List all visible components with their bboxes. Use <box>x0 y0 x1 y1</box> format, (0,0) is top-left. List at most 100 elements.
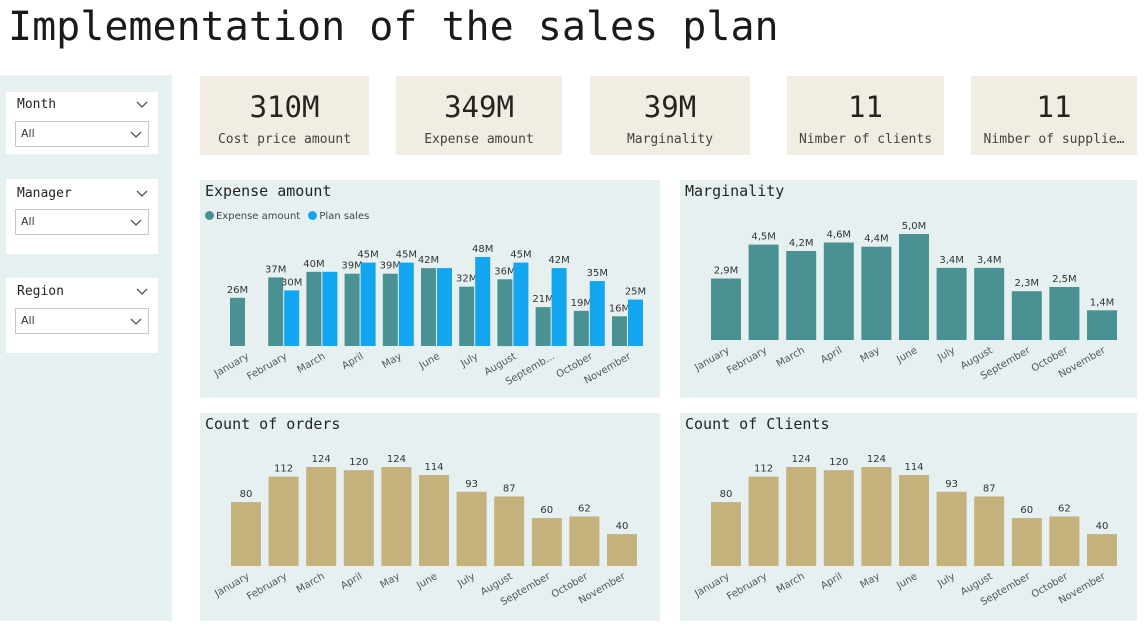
x-tick-label: February <box>245 571 289 603</box>
bar-clients-0[interactable] <box>711 502 741 566</box>
data-label: 112 <box>274 464 293 475</box>
bar-orders-9[interactable] <box>569 516 600 567</box>
bar-expense-8-s0[interactable] <box>535 307 551 346</box>
kpi-value: 11 <box>1036 90 1072 124</box>
data-label: 3,4M <box>939 255 964 266</box>
kpi-value: 39M <box>643 90 697 124</box>
bar-expense-4-s1[interactable] <box>398 262 414 346</box>
x-tick-label: July <box>458 351 480 370</box>
bar-expense-3-s0[interactable] <box>344 273 360 346</box>
bar-expense-2-s1[interactable] <box>322 271 338 346</box>
bar-expense-7-s1[interactable] <box>513 262 529 346</box>
data-label: 39M <box>380 261 401 272</box>
data-label: 120 <box>829 457 848 468</box>
bar-expense-1-s1[interactable] <box>284 290 300 346</box>
x-tick-label: February <box>245 351 289 383</box>
bar-expense-4-s0[interactable] <box>382 273 398 346</box>
bar-marginality-2[interactable] <box>786 251 817 340</box>
bar-clients-6[interactable] <box>936 491 967 567</box>
bar-orders-5[interactable] <box>419 475 449 566</box>
bar-orders-1[interactable] <box>268 476 299 566</box>
bar-marginality-1[interactable] <box>748 244 779 340</box>
bar-expense-2-s0[interactable] <box>306 271 322 346</box>
data-label: 16M <box>609 303 630 314</box>
bar-expense-5-s0[interactable] <box>421 268 436 346</box>
data-label: 5,0M <box>902 221 927 232</box>
bar-marginality-6[interactable] <box>936 267 967 340</box>
data-label: 80 <box>720 489 733 500</box>
bar-marginality-4[interactable] <box>861 246 892 340</box>
bar-marginality-9[interactable] <box>1049 287 1080 340</box>
bar-clients-2[interactable] <box>786 467 817 566</box>
x-tick-label: June <box>894 571 919 592</box>
chart-title: Marginality <box>685 182 785 200</box>
kpi-label: Cost price amount <box>217 132 352 147</box>
manager-dropdown[interactable]: All <box>15 209 149 235</box>
region-dropdown[interactable]: All <box>15 308 149 334</box>
data-label: 39M <box>341 261 362 272</box>
bar-expense-7-s0[interactable] <box>497 279 513 347</box>
chevron-down-icon[interactable] <box>136 98 148 110</box>
bar-expense-10-s1[interactable] <box>628 299 643 346</box>
bar-expense-9-s0[interactable] <box>573 310 589 346</box>
bar-expense-9-s1[interactable] <box>589 281 605 346</box>
bar-clients-9[interactable] <box>1049 516 1080 567</box>
bar-expense-1-s0[interactable] <box>268 277 284 346</box>
x-tick-label: June <box>414 571 439 592</box>
expense-chart-panel: Expense amount Expense amount Plan sales… <box>200 180 660 398</box>
bar-orders-3[interactable] <box>343 470 374 566</box>
bar-marginality-0[interactable] <box>711 278 741 341</box>
bar-clients-1[interactable] <box>748 476 779 566</box>
bar-expense-6-s1[interactable] <box>475 257 491 346</box>
chevron-down-icon[interactable] <box>136 285 148 297</box>
bar-expense-3-s1[interactable] <box>360 262 376 346</box>
bar-clients-3[interactable] <box>823 470 854 566</box>
x-tick-label: April <box>819 571 844 592</box>
data-label: 45M <box>510 250 531 261</box>
bar-orders-4[interactable] <box>381 467 412 566</box>
bar-marginality-7[interactable] <box>974 267 1005 340</box>
data-label: 4,6M <box>827 230 852 241</box>
data-label: 124 <box>387 454 406 465</box>
bar-clients-4[interactable] <box>861 467 892 566</box>
x-tick-label: March <box>295 351 327 376</box>
bar-orders-0[interactable] <box>231 502 261 566</box>
bar-orders-8[interactable] <box>531 518 562 566</box>
month-dropdown[interactable]: All <box>15 121 149 147</box>
bar-orders-7[interactable] <box>494 496 525 567</box>
data-label: 36M <box>494 266 515 277</box>
bar-orders-6[interactable] <box>456 491 487 567</box>
bar-marginality-8[interactable] <box>1011 291 1042 340</box>
bar-clients-5[interactable] <box>899 475 929 566</box>
month-slicer: Month All <box>6 92 158 154</box>
kpi-card-clients: 11 Nimber of clients <box>787 76 944 155</box>
marginality-chart-panel: Marginality 2,9M 4,5M 4,2M 4,6M 4,4M 5,0M 3,4M… <box>680 180 1137 398</box>
bar-expense-5-s1[interactable] <box>437 268 452 346</box>
bar-marginality-3[interactable] <box>823 242 854 341</box>
data-label: 32M <box>456 274 477 285</box>
data-label: 87 <box>983 484 996 495</box>
bar-clients-8[interactable] <box>1011 518 1042 566</box>
data-label: 2,3M <box>1015 278 1040 289</box>
bar-marginality-10[interactable] <box>1087 310 1117 340</box>
kpi-value: 349M <box>444 90 514 124</box>
data-label: 42M <box>418 255 439 266</box>
data-label: 4,5M <box>751 232 776 243</box>
data-label: 42M <box>548 255 569 266</box>
bar-clients-7[interactable] <box>974 496 1005 567</box>
x-tick-label: February <box>725 345 769 377</box>
bar-orders-10[interactable] <box>607 534 637 566</box>
bar-clients-10[interactable] <box>1087 534 1117 566</box>
data-label: 40M <box>303 259 324 270</box>
bar-expense-0-s0[interactable] <box>230 297 245 346</box>
kpi-label: Nimber of clients <box>798 132 933 147</box>
bar-expense-8-s1[interactable] <box>551 268 567 346</box>
x-tick-label: July <box>455 571 477 590</box>
bar-orders-2[interactable] <box>306 467 337 566</box>
bar-expense-6-s0[interactable] <box>459 286 475 346</box>
chevron-down-icon[interactable] <box>136 187 148 199</box>
bar-marginality-5[interactable] <box>899 234 929 340</box>
data-label: 60 <box>540 505 553 516</box>
bar-expense-10-s0[interactable] <box>612 316 627 346</box>
